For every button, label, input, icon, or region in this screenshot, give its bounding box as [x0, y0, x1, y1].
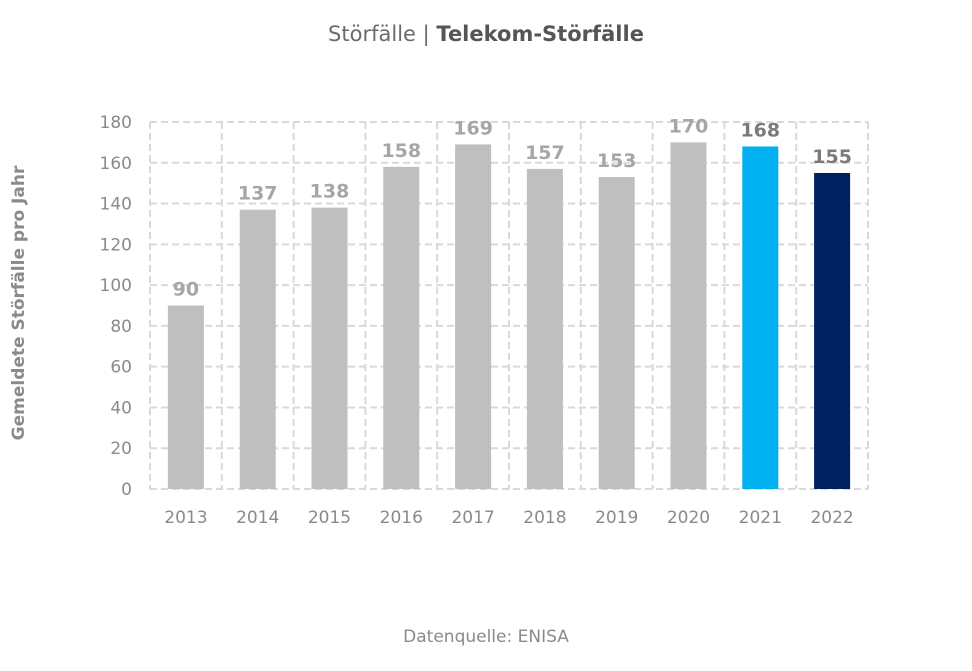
y-axis-ticks: 0 20 40 60 80 100 120 140 160 180 [100, 113, 132, 500]
data-label-2013: 90 [173, 279, 199, 301]
x-tick-label-2018: 2018 [523, 508, 566, 528]
x-tick-label-2015: 2015 [308, 508, 351, 528]
bar-2014 [239, 209, 276, 489]
y-tick-label: 100 [100, 276, 132, 296]
y-tick-label: 0 [121, 480, 132, 500]
y-tick-label: 20 [110, 439, 132, 459]
data-label-2015: 138 [310, 181, 350, 203]
chart-title: Störfälle | Telekom-Störfälle [0, 22, 972, 46]
chart-title-main: Telekom-Störfälle [436, 22, 644, 46]
x-tick-label-2019: 2019 [595, 508, 638, 528]
chart-title-separator: | [422, 22, 430, 46]
data-label-2016: 158 [381, 140, 421, 162]
data-labels: 90 137 138 158 169 157 153 170 168 155 [173, 115, 852, 300]
x-tick-label-2013: 2013 [164, 508, 207, 528]
x-tick-label-2020: 2020 [667, 508, 710, 528]
data-label-2021: 168 [740, 119, 780, 141]
data-label-2022: 155 [812, 146, 852, 168]
bars [167, 142, 851, 490]
y-tick-label: 60 [110, 358, 132, 378]
chart-title-prefix: Störfälle [328, 22, 416, 46]
x-tick-label-2014: 2014 [236, 508, 279, 528]
data-label-2018: 157 [525, 142, 565, 164]
bar-2018 [526, 168, 563, 489]
bar-2016 [383, 166, 420, 489]
bar-2020 [670, 142, 707, 489]
data-label-2020: 170 [669, 115, 709, 137]
y-tick-label: 80 [110, 317, 132, 337]
y-tick-label: 40 [110, 398, 132, 418]
data-source: Datenquelle: ENISA [403, 627, 569, 647]
bar-2013 [167, 305, 204, 489]
y-axis-label: Gemeldete Störfälle pro Jahr [9, 165, 29, 440]
bar-2019 [598, 177, 635, 490]
bar-2021 [742, 146, 779, 489]
x-tick-label-2016: 2016 [380, 508, 423, 528]
x-axis-ticks: 2013 2014 2015 2016 2017 2018 2019 2020 2021 2022 [164, 508, 853, 528]
data-label-2014: 137 [238, 183, 278, 205]
bar-2017 [455, 144, 492, 489]
y-tick-label: 140 [100, 195, 132, 215]
x-tick-label-2021: 2021 [739, 508, 782, 528]
bar-2015 [311, 207, 348, 489]
y-tick-label: 120 [100, 235, 132, 255]
x-tick-label-2022: 2022 [810, 508, 853, 528]
data-label-2019: 153 [597, 150, 637, 172]
bar-2022 [814, 172, 851, 489]
x-tick-label-2017: 2017 [451, 508, 494, 528]
data-label-2017: 169 [453, 117, 493, 139]
y-tick-label: 180 [100, 113, 132, 133]
y-tick-label: 160 [100, 154, 132, 174]
